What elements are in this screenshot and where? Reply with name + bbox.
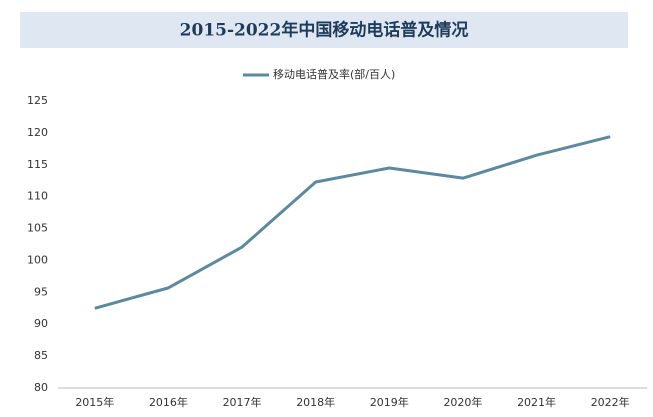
y-tick-label: 110 xyxy=(27,190,48,203)
y-tick-label: 115 xyxy=(27,158,48,171)
x-tick-label: 2021年 xyxy=(517,395,556,409)
line xyxy=(94,135,611,310)
y-tick-label: 125 xyxy=(27,94,48,107)
x-tick-label: 2017年 xyxy=(223,395,262,409)
x-tick-label: 2018年 xyxy=(296,395,335,409)
legend-label: 移动电话普及率(部/百人) xyxy=(273,67,395,81)
x-tick-label: 2015年 xyxy=(75,395,114,409)
title-banner xyxy=(20,12,628,48)
x-tick-label: 2016年 xyxy=(149,395,188,409)
x-tick-label: 2019年 xyxy=(370,395,409,409)
x-tick-label: 2022年 xyxy=(591,395,630,409)
y-tick-label: 80 xyxy=(34,381,48,394)
chart-title: 2015-2022年中国移动电话普及情况 xyxy=(180,20,469,41)
y-tick-label: 90 xyxy=(34,317,48,330)
y-tick-label: 120 xyxy=(27,126,48,139)
y-tick-label: 105 xyxy=(27,222,48,235)
y-tick-label: 95 xyxy=(34,285,48,298)
y-tick-label: 85 xyxy=(34,349,48,362)
y-tick-label: 100 xyxy=(27,253,48,266)
x-tick-label: 2020年 xyxy=(443,395,482,409)
